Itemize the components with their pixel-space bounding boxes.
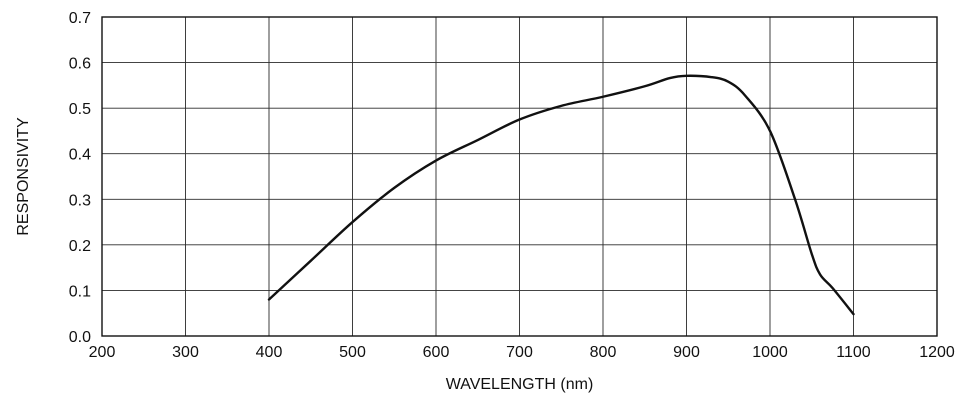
y-tick-label: 0.4: [69, 147, 91, 164]
x-tick-label: 500: [339, 344, 366, 361]
series: [267, 74, 855, 316]
plot-frame: [101, 16, 938, 337]
x-tick-label: 1200: [919, 344, 955, 361]
x-tick-label: 700: [506, 344, 533, 361]
x-tick-label: 1000: [752, 344, 788, 361]
tick-labels: 200 300 400 500 600 700 800 900 1000 1100 1200 0.0 0…: [69, 10, 955, 361]
grid: [102, 17, 937, 336]
x-tick-label: 600: [423, 344, 450, 361]
y-tick-label: 0.0: [69, 329, 91, 346]
x-tick-label: 800: [590, 344, 617, 361]
x-tick-label: 200: [89, 344, 116, 361]
y-axis-label: RESPONSIVITY: [15, 117, 32, 236]
x-tick-label: 1100: [836, 344, 871, 361]
x-axis-label: WAVELENGTH (nm): [446, 376, 594, 393]
x-tick-label: 400: [256, 344, 283, 361]
x-tick-label: 900: [673, 344, 700, 361]
y-tick-label: 0.2: [69, 238, 91, 255]
y-tick-label: 0.5: [69, 101, 91, 118]
x-tick-label: 300: [172, 344, 199, 361]
y-tick-label: 0.7: [69, 10, 91, 27]
y-tick-label: 0.6: [69, 56, 91, 73]
y-tick-label: 0.3: [69, 192, 91, 209]
responsivity-curve: [267, 74, 855, 316]
y-tick-label: 0.1: [69, 283, 91, 300]
